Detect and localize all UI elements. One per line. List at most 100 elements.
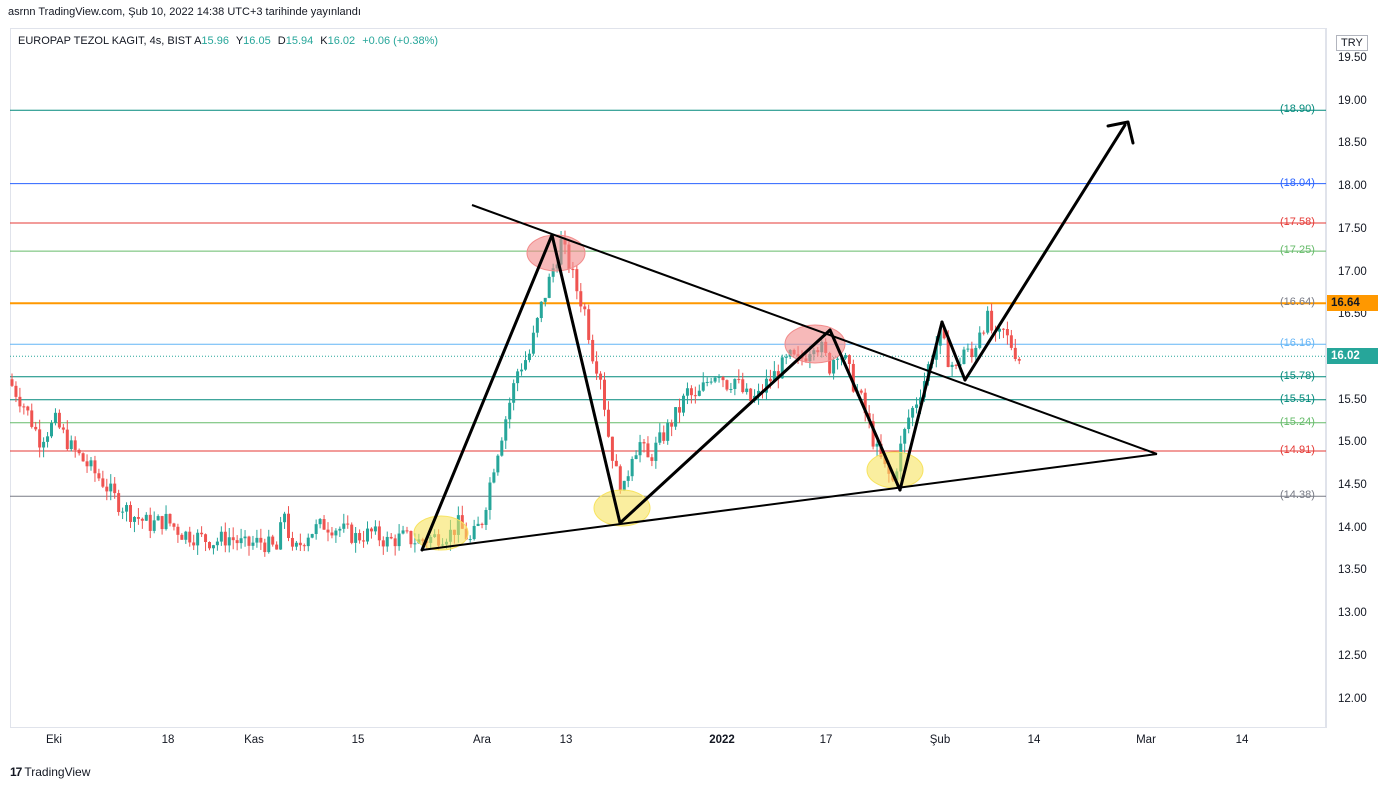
candle-body	[144, 514, 148, 521]
candle-body	[192, 542, 196, 546]
candle-body	[369, 528, 373, 532]
candle-body	[350, 524, 354, 543]
x-tick-label: 13	[559, 734, 573, 746]
candle-body	[764, 378, 768, 393]
candle-body	[298, 542, 302, 546]
candle-body	[156, 516, 160, 521]
candlesticks	[10, 230, 1021, 557]
candle-body	[10, 379, 14, 386]
candle-body	[34, 426, 38, 430]
candle-body	[152, 520, 156, 531]
candle-body	[970, 348, 974, 358]
candle-body	[247, 536, 251, 546]
candle-body	[211, 545, 215, 549]
candle-body	[579, 291, 583, 307]
candle-body	[535, 318, 539, 333]
x-tick-label: 14	[1027, 734, 1041, 746]
candle-body	[227, 537, 231, 546]
candle-body	[776, 371, 780, 379]
x-tick-label: 2022	[709, 734, 735, 746]
candle-body	[468, 539, 472, 541]
candle-body	[160, 516, 164, 530]
candle-body	[614, 460, 618, 467]
candle-body	[618, 466, 622, 491]
tradingview-logo[interactable]: 17 TradingView	[10, 765, 91, 779]
low-value: 15.94	[285, 35, 314, 47]
candle-body	[978, 332, 982, 348]
candle-body	[709, 381, 713, 383]
candle-body	[330, 532, 334, 536]
candle-body	[294, 542, 298, 547]
candle-body	[180, 534, 184, 540]
candle-body	[670, 422, 674, 427]
wave-line	[618, 328, 832, 525]
trend-line	[471, 204, 1158, 455]
candle-body	[512, 383, 516, 403]
candle-body	[334, 530, 338, 536]
x-tick-label: 18	[161, 734, 175, 746]
candle-body	[595, 361, 599, 374]
candle-body	[219, 531, 223, 542]
candle-body	[46, 436, 50, 442]
candle-body	[741, 379, 745, 393]
candle-body	[832, 359, 836, 374]
candle-body	[358, 533, 362, 541]
y-tick-label: 12.50	[1338, 649, 1367, 662]
candle-body	[472, 525, 476, 540]
candle-body	[61, 427, 65, 430]
candle-body	[121, 511, 125, 513]
candle-body	[38, 429, 42, 448]
price-axis-border	[1326, 28, 1327, 728]
x-tick-label: Ara	[473, 734, 491, 746]
candle-body	[990, 310, 994, 331]
candle-body	[279, 522, 283, 550]
tradingview-logo-icon: 17	[10, 765, 22, 779]
currency-badge[interactable]: TRY	[1336, 35, 1368, 51]
candle-body	[626, 476, 630, 481]
candle-body	[701, 382, 705, 391]
publish-info: asrnn TradingView.com, Şub 10, 2022 14:3…	[8, 6, 361, 18]
fib-level-label: (15.51)	[1280, 392, 1315, 405]
candle-body	[69, 440, 73, 450]
candle-body	[583, 306, 587, 310]
candle-body	[847, 355, 851, 364]
highlight-ellipse	[413, 515, 469, 551]
candle-body	[101, 478, 105, 487]
candle-body	[113, 483, 117, 494]
candle-body	[14, 385, 18, 397]
candle-body	[26, 406, 30, 411]
candle-body	[539, 301, 543, 319]
candle-body	[405, 530, 409, 532]
y-tick-label: 18.00	[1338, 180, 1367, 193]
candle-body	[689, 388, 693, 396]
candle-body	[109, 483, 113, 492]
candle-body	[642, 442, 646, 444]
candle-body	[322, 519, 326, 530]
candle-body	[22, 406, 26, 408]
candle-body	[705, 381, 709, 383]
candle-body	[30, 410, 34, 427]
candle-body	[235, 540, 239, 544]
candle-body	[1005, 329, 1009, 336]
candle-body	[911, 407, 915, 418]
candle-body	[998, 328, 1001, 332]
chart-pane[interactable]	[10, 28, 1326, 728]
candle-body	[231, 537, 235, 541]
candle-body	[717, 376, 721, 378]
candle-body	[117, 493, 121, 513]
candle-body	[1013, 347, 1017, 359]
candle-body	[974, 347, 978, 358]
candle-body	[81, 453, 85, 462]
candle-body	[757, 390, 761, 396]
candle-body	[397, 533, 401, 547]
fib-level-label: (17.58)	[1280, 215, 1315, 228]
candle-body	[492, 472, 496, 483]
candle-body	[476, 523, 480, 526]
candle-body	[1017, 358, 1021, 361]
candle-body	[638, 442, 642, 456]
candle-body	[389, 536, 393, 539]
x-tick-label: 14	[1235, 734, 1249, 746]
wave-line	[898, 320, 944, 492]
candle-body	[733, 379, 737, 389]
candle-body	[287, 513, 290, 538]
